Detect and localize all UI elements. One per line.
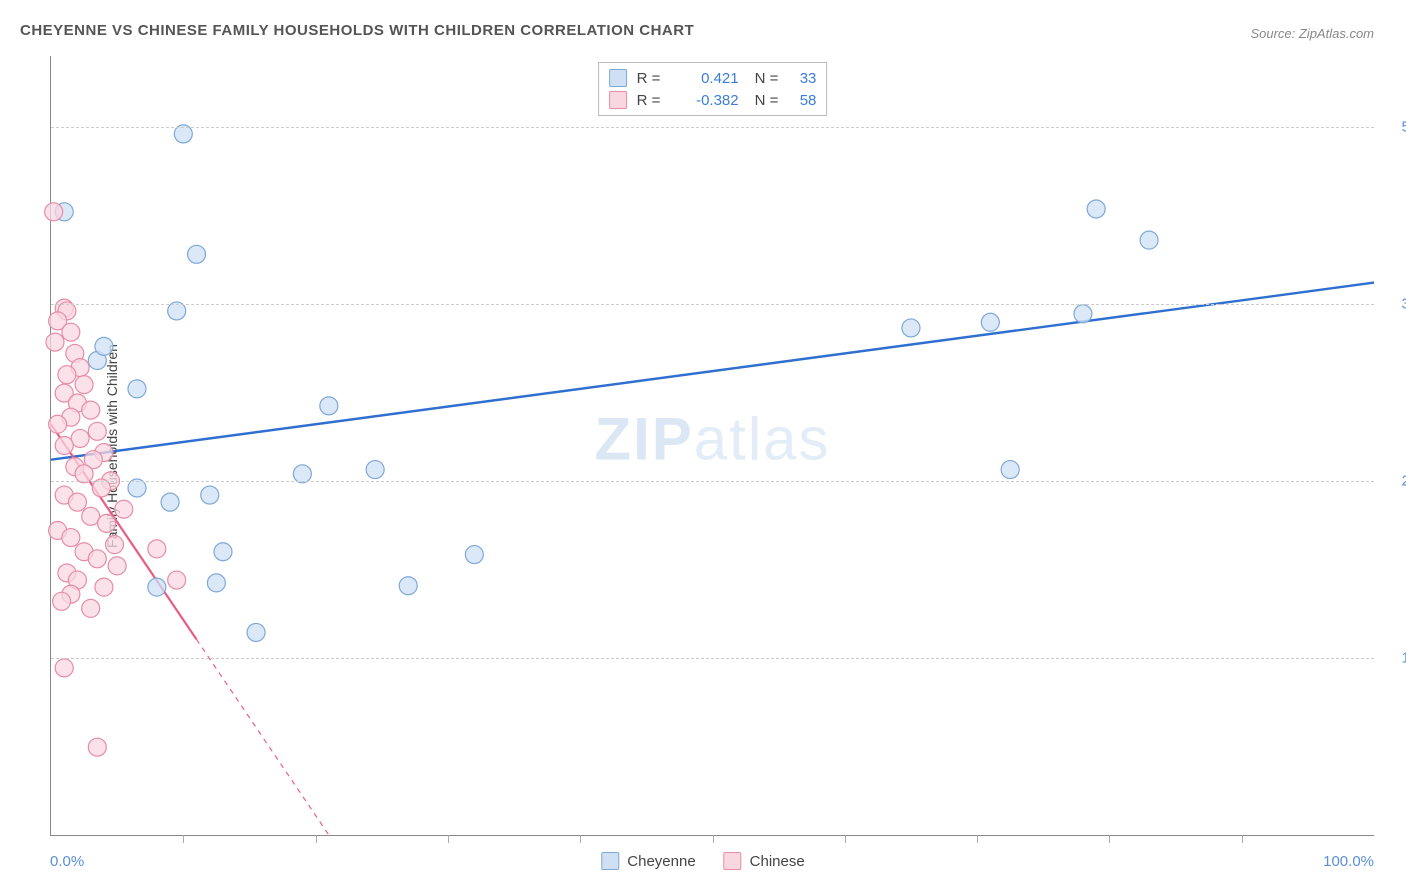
x-axis-min-label: 0.0% bbox=[50, 853, 84, 870]
data-point bbox=[106, 536, 124, 554]
data-point bbox=[88, 550, 106, 568]
data-point bbox=[45, 203, 63, 221]
data-point bbox=[399, 577, 417, 595]
data-point bbox=[71, 429, 89, 447]
r-value: -0.382 bbox=[679, 92, 739, 109]
data-point bbox=[1001, 461, 1019, 479]
data-point bbox=[82, 599, 100, 617]
n-value: 58 bbox=[788, 92, 816, 109]
source-label: Source: ZipAtlas.com bbox=[1250, 26, 1374, 41]
data-point bbox=[115, 500, 133, 518]
data-point bbox=[55, 437, 73, 455]
correlation-swatch bbox=[609, 91, 627, 109]
x-tick bbox=[977, 835, 978, 843]
data-point bbox=[161, 493, 179, 511]
data-point bbox=[88, 422, 106, 440]
x-tick bbox=[448, 835, 449, 843]
legend-label: Cheyenne bbox=[627, 853, 695, 870]
x-tick bbox=[183, 835, 184, 843]
data-point bbox=[148, 540, 166, 558]
data-point bbox=[58, 366, 76, 384]
data-point bbox=[62, 529, 80, 547]
data-point bbox=[88, 738, 106, 756]
x-tick bbox=[713, 835, 714, 843]
data-point bbox=[46, 333, 64, 351]
data-point bbox=[1140, 231, 1158, 249]
x-tick bbox=[316, 835, 317, 843]
correlation-swatch bbox=[609, 69, 627, 87]
correlation-legend: R = 0.421 N = 33 R = -0.382 N = 58 bbox=[598, 62, 828, 116]
y-tick-label: 25.0% bbox=[1384, 472, 1406, 489]
y-tick-label: 37.5% bbox=[1384, 295, 1406, 312]
data-point bbox=[98, 514, 116, 532]
data-point bbox=[82, 507, 100, 525]
y-tick-label: 50.0% bbox=[1384, 118, 1406, 135]
data-point bbox=[49, 415, 67, 433]
chart-svg bbox=[51, 56, 1374, 835]
r-label: R = bbox=[637, 70, 669, 87]
n-label: N = bbox=[755, 70, 779, 87]
data-point bbox=[95, 337, 113, 355]
data-point bbox=[366, 461, 384, 479]
correlation-row: R = -0.382 N = 58 bbox=[609, 89, 817, 111]
trend-line-dashed bbox=[197, 639, 329, 835]
legend-label: Chinese bbox=[750, 853, 805, 870]
x-tick bbox=[1242, 835, 1243, 843]
legend-swatch bbox=[601, 852, 619, 870]
gridline bbox=[51, 658, 1374, 659]
n-value: 33 bbox=[788, 70, 816, 87]
data-point bbox=[128, 380, 146, 398]
data-point bbox=[55, 659, 73, 677]
data-point bbox=[981, 313, 999, 331]
plot-area: ZIPatlas R =0.421N =33R =-0.382N =58 12.… bbox=[50, 56, 1374, 836]
x-axis-max-label: 100.0% bbox=[1323, 853, 1374, 870]
data-point bbox=[62, 323, 80, 341]
chart-title: CHEYENNE VS CHINESE FAMILY HOUSEHOLDS WI… bbox=[20, 22, 694, 39]
data-point bbox=[148, 578, 166, 596]
data-point bbox=[188, 245, 206, 263]
data-point bbox=[465, 546, 483, 564]
data-point bbox=[1087, 200, 1105, 218]
data-point bbox=[168, 571, 186, 589]
data-point bbox=[82, 401, 100, 419]
gridline bbox=[51, 304, 1374, 305]
trend-line bbox=[51, 283, 1374, 460]
r-value: 0.421 bbox=[679, 70, 739, 87]
n-label: N = bbox=[755, 92, 779, 109]
data-point bbox=[108, 557, 126, 575]
legend-swatch bbox=[724, 852, 742, 870]
gridline bbox=[51, 127, 1374, 128]
data-point bbox=[201, 486, 219, 504]
data-point bbox=[207, 574, 225, 592]
data-point bbox=[902, 319, 920, 337]
correlation-row: R = 0.421 N = 33 bbox=[609, 67, 817, 89]
legend-item: Cheyenne bbox=[601, 852, 695, 870]
data-point bbox=[1074, 305, 1092, 323]
data-point bbox=[214, 543, 232, 561]
y-tick-label: 12.5% bbox=[1384, 649, 1406, 666]
data-point bbox=[53, 592, 71, 610]
data-point bbox=[320, 397, 338, 415]
data-point bbox=[75, 376, 93, 394]
gridline bbox=[51, 481, 1374, 482]
legend-item: Chinese bbox=[724, 852, 805, 870]
x-tick bbox=[580, 835, 581, 843]
data-point bbox=[247, 623, 265, 641]
r-label: R = bbox=[637, 92, 669, 109]
x-tick bbox=[1109, 835, 1110, 843]
chart-container: CHEYENNE VS CHINESE FAMILY HOUSEHOLDS WI… bbox=[0, 0, 1406, 892]
data-point bbox=[95, 578, 113, 596]
x-tick bbox=[845, 835, 846, 843]
data-point bbox=[68, 493, 86, 511]
series-legend: Cheyenne Chinese bbox=[601, 852, 804, 870]
